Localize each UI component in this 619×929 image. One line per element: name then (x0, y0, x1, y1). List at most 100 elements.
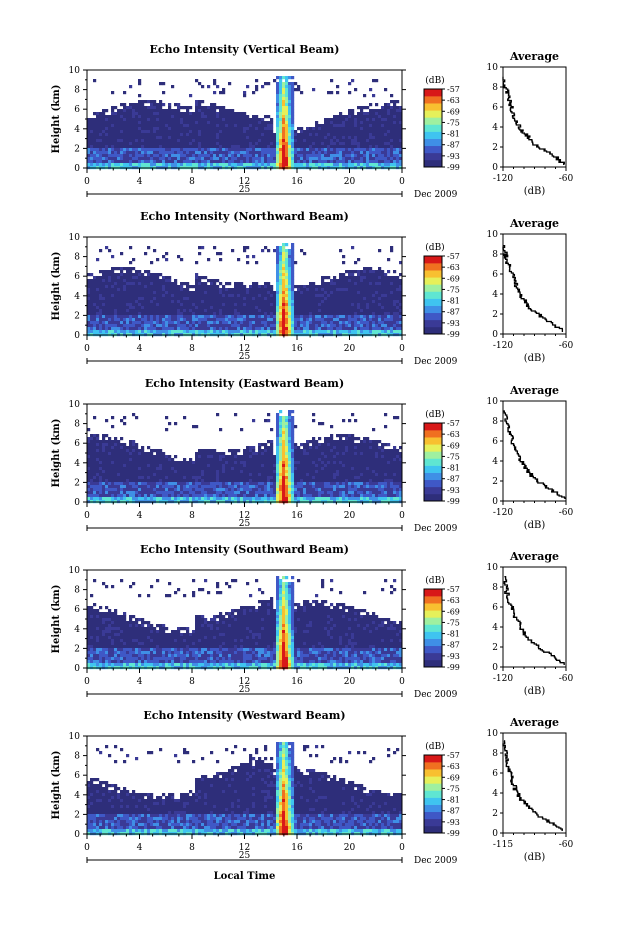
heatmap-cell (162, 109, 166, 113)
heatmap-cell (126, 330, 130, 334)
heatmap-cell (147, 312, 151, 316)
heatmap-cell (222, 118, 226, 122)
heatmap-cell (384, 118, 388, 122)
heatmap-cell (255, 130, 259, 134)
heatmap-cell (213, 300, 217, 304)
heatmap-cell (315, 321, 319, 325)
heatmap-cell (297, 285, 301, 289)
heatmap-cell (132, 288, 136, 292)
heatmap-cell (162, 157, 166, 161)
heatmap-cell (171, 327, 175, 331)
heatmap-cell (105, 133, 109, 137)
heatmap-cell (246, 136, 250, 140)
heatmap-cell (336, 285, 340, 289)
heatmap-cell (153, 139, 157, 143)
heatmap-cell (195, 279, 199, 283)
heatmap-cell (108, 127, 112, 131)
heatmap-cell (117, 154, 121, 158)
heatmap-cell (348, 142, 352, 146)
heatmap-cell (309, 309, 313, 313)
heatmap-cell (198, 282, 202, 286)
heatmap-cell (198, 160, 202, 164)
heatmap-cell (240, 318, 244, 322)
heatmap-cell (270, 163, 274, 167)
heatmap-cell (273, 330, 277, 334)
heatmap-cell (396, 109, 400, 113)
heatmap-cell (351, 139, 355, 143)
heatmap-cell (111, 491, 115, 495)
heatmap-cell (210, 133, 214, 137)
heatmap-cell (156, 163, 160, 167)
heatmap-cell (93, 288, 97, 292)
heatmap-cell (201, 160, 205, 164)
heatmap-cell (231, 160, 235, 164)
heatmap-cell (291, 91, 295, 95)
heatmap-cell (282, 88, 286, 92)
heatmap-cell (276, 151, 280, 155)
heatmap-cell (399, 324, 403, 328)
heatmap-cell (276, 249, 280, 253)
heatmap-cell (228, 82, 232, 86)
heatmap-cell (237, 258, 241, 262)
heatmap-cell (336, 118, 340, 122)
heatmap-cell (303, 309, 307, 313)
heatmap-cell (363, 148, 367, 152)
heatmap-cell (285, 106, 289, 110)
heatmap-cell (321, 148, 325, 152)
heatmap-cell (90, 467, 94, 471)
heatmap-cell (93, 470, 97, 474)
heatmap-cell (165, 157, 169, 161)
heatmap-cell (93, 142, 97, 146)
heatmap-cell (198, 151, 202, 155)
heatmap-cell (114, 148, 118, 152)
heatmap-cell (180, 127, 184, 131)
heatmap-cell (318, 297, 322, 301)
heatmap-cell (294, 261, 298, 265)
heatmap-cell (105, 154, 109, 158)
heatmap-cell (99, 285, 103, 289)
heatmap-cell (312, 309, 316, 313)
heatmap-cell (267, 82, 271, 86)
heatmap-cell (297, 145, 301, 149)
heatmap-cell (351, 112, 355, 116)
heatmap-cell (144, 330, 148, 334)
heatmap-cell (384, 321, 388, 325)
heatmap-cell (210, 106, 214, 110)
heatmap-cell (168, 130, 172, 134)
heatmap-cell (147, 270, 151, 274)
heatmap-cell (285, 94, 289, 98)
heatmap-cell (255, 85, 259, 89)
heatmap-cell (309, 318, 313, 322)
heatmap-cell (339, 309, 343, 313)
heatmap-cell (165, 300, 169, 304)
heatmap-cell (159, 327, 163, 331)
colorbar-segment (424, 131, 442, 139)
heatmap-cell (399, 330, 403, 334)
heatmap-cell (363, 157, 367, 161)
heatmap-cell (102, 288, 106, 292)
heatmap-cell (180, 118, 184, 122)
heatmap-cell (291, 330, 295, 334)
heatmap-cell (342, 160, 346, 164)
colorbar-segment (424, 124, 442, 132)
heatmap-cell (297, 321, 301, 325)
heatmap-cell (129, 136, 133, 140)
heatmap-cell (165, 124, 169, 128)
heatmap-cell (255, 115, 259, 119)
heatmap-cell (363, 285, 367, 289)
heatmap-cell (276, 154, 280, 158)
colorbar-tick-label: -75 (447, 118, 460, 127)
heatmap-cell (126, 294, 130, 298)
heatmap-cell (90, 303, 94, 307)
heatmap-cell (276, 255, 280, 259)
heatmap-cell (117, 327, 121, 331)
heatmap-cell (141, 127, 145, 131)
heatmap-cell (351, 157, 355, 161)
heatmap-cell (312, 312, 316, 316)
heatmap-cell (207, 327, 211, 331)
heatmap-cell (282, 127, 286, 131)
heatmap-cell (300, 315, 304, 319)
heatmap-cell (207, 315, 211, 319)
heatmap-cell (387, 142, 391, 146)
heatmap-cell (351, 309, 355, 313)
